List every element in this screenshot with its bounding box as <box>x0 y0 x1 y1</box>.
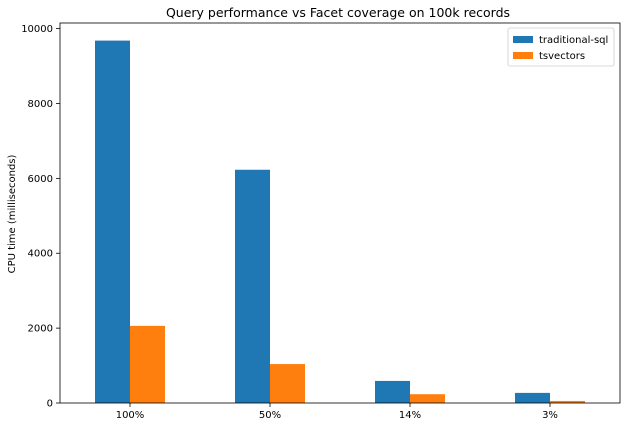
y-tick-label: 8000 <box>28 99 53 110</box>
legend-label-tsvectors: tsvectors <box>539 51 585 62</box>
bar-tsvectors-100% <box>130 325 165 403</box>
legend-label-traditional-sql: traditional-sql <box>539 35 608 46</box>
axes-layer: 0 2000 4000 6000 8000 10000 100% 50% 14% 3% <box>21 22 621 421</box>
bar-traditional-sql-100% <box>95 40 130 403</box>
y-tick-label: 4000 <box>28 249 53 260</box>
bar-tsvectors-14% <box>410 394 445 403</box>
chart-title: Query performance vs Facet coverage on 1… <box>166 5 510 20</box>
bars-layer <box>95 40 585 403</box>
x-tick-label: 50% <box>259 410 281 421</box>
y-tick-label: 0 <box>47 399 53 410</box>
y-tick-label: 2000 <box>28 324 53 335</box>
legend-box <box>507 27 615 67</box>
legend-swatch-tsvectors <box>513 52 533 59</box>
y-tick-label: 6000 <box>28 174 53 185</box>
legend-swatch-traditional-sql <box>513 36 533 43</box>
x-tick-label: 100% <box>116 410 145 421</box>
x-tick-label: 14% <box>399 410 421 421</box>
bar-traditional-sql-3% <box>515 392 550 403</box>
legend: traditional-sql tsvectors <box>507 27 615 67</box>
bar-tsvectors-3% <box>550 400 585 403</box>
x-tick-label: 3% <box>542 410 558 421</box>
bar-traditional-sql-14% <box>375 380 410 403</box>
bar-tsvectors-50% <box>270 364 305 403</box>
plot-frame <box>59 22 621 404</box>
y-axis-label: CPU time (milliseconds) <box>7 155 18 274</box>
y-tick-label: 10000 <box>21 24 53 35</box>
bar-traditional-sql-50% <box>235 169 270 403</box>
